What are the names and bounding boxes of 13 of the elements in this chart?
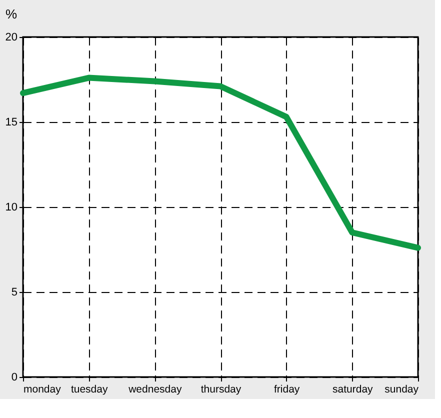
y-tick-label: 5 (11, 286, 18, 298)
x-tick-label: tuesday (70, 384, 108, 396)
y-tick-label: 15 (5, 116, 18, 128)
x-tick-label: sunday (384, 384, 420, 396)
x-tick-label: thursday (200, 384, 242, 396)
y-tick-label: 0 (11, 372, 18, 384)
y-axis-title: % (6, 6, 18, 22)
y-tick-label: 20 (5, 32, 18, 44)
x-tick-label: wednesday (128, 384, 182, 396)
x-tick-label: friday (274, 384, 300, 396)
x-tick-label: saturday (332, 384, 374, 396)
x-tick-label: monday (24, 384, 62, 396)
y-tick-label: 10 (5, 202, 18, 214)
